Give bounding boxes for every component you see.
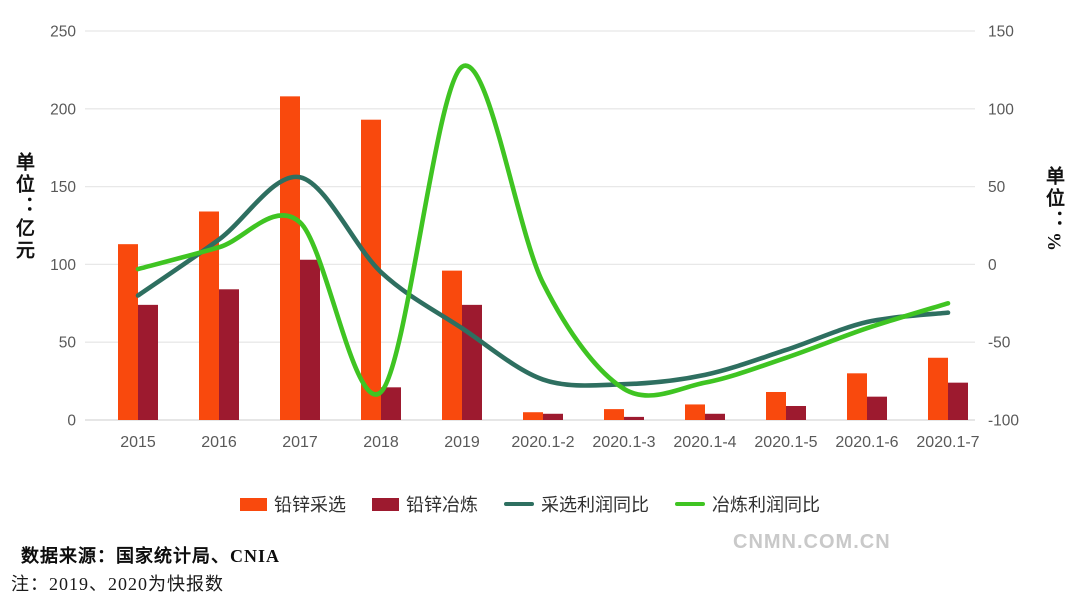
bar-mining-output-bar-2 xyxy=(280,96,300,421)
bar-mining-output-bar-9 xyxy=(847,373,867,420)
legend-item-mining-output-bar: 铅锌采选 xyxy=(240,491,346,517)
right-axis-title: 单位：% xyxy=(1043,166,1064,254)
svg-text:2019: 2019 xyxy=(444,434,480,451)
bar-smelting-output-bar-2 xyxy=(300,259,320,420)
legend-label: 铅锌冶炼 xyxy=(406,495,478,515)
legend-label: 冶炼利润同比 xyxy=(712,495,820,515)
legend-item-smelting-profit-yoy-line: 冶炼利润同比 xyxy=(675,491,820,517)
smelting-profit-yoy-line xyxy=(135,63,951,398)
svg-text:2016: 2016 xyxy=(201,434,237,451)
svg-text:0: 0 xyxy=(67,413,76,430)
svg-text:50: 50 xyxy=(59,335,77,352)
svg-text:2015: 2015 xyxy=(120,434,156,451)
legend-label: 采选利润同比 xyxy=(541,495,649,515)
svg-text:-100: -100 xyxy=(988,413,1019,430)
bar-smelting-output-bar-7 xyxy=(705,413,725,420)
legend-label: 铅锌采选 xyxy=(274,495,346,515)
bar-smelting-output-bar-8 xyxy=(786,405,806,420)
svg-text:50: 50 xyxy=(988,179,1006,196)
mining-profit-yoy-line xyxy=(135,174,951,388)
bar-mining-output-bar-3 xyxy=(361,119,381,420)
svg-text:200: 200 xyxy=(50,101,76,118)
bar-mining-output-bar-4 xyxy=(442,270,462,420)
bar-mining-output-bar-8 xyxy=(766,391,786,420)
bar-smelting-output-bar-10 xyxy=(948,382,968,420)
bar-mining-output-bar-6 xyxy=(604,409,624,420)
legend-item-smelting-output-bar: 铅锌冶炼 xyxy=(372,491,478,517)
data-footnote: 注：2019、2020为快报数 xyxy=(11,574,224,594)
svg-text:2020.1-3: 2020.1-3 xyxy=(592,434,655,451)
right-axis-ticks: -100 -50 0 50 100 150 xyxy=(988,24,1019,430)
legend: 铅锌采选 铅锌冶炼 采选利润同比 冶炼利润同比 xyxy=(0,491,1060,517)
svg-text:-50: -50 xyxy=(988,335,1011,352)
svg-text:2020.1-7: 2020.1-7 xyxy=(916,434,979,451)
svg-text:2018: 2018 xyxy=(363,434,399,451)
svg-text:250: 250 xyxy=(50,24,76,41)
bar-smelting-output-bar-3 xyxy=(381,387,401,420)
data-source-note: 数据来源：国家统计局、CNIA xyxy=(21,546,281,566)
bar-mining-output-bar-10 xyxy=(928,357,948,420)
svg-text:0: 0 xyxy=(988,257,997,274)
line-swatch-mining-profit-yoy-line xyxy=(504,502,534,506)
bar-mining-output-bar-5 xyxy=(523,412,543,420)
svg-text:2017: 2017 xyxy=(282,434,318,451)
bar-mining-output-bar-7 xyxy=(685,404,705,420)
bar-smelting-output-bar-4 xyxy=(462,304,482,420)
svg-text:2020.1-5: 2020.1-5 xyxy=(754,434,817,451)
bar-smelting-output-bar-1 xyxy=(219,289,239,420)
bar-smelting-output-bar-0 xyxy=(138,304,158,420)
svg-text:150: 150 xyxy=(50,179,76,196)
legend-item-mining-profit-yoy-line: 采选利润同比 xyxy=(504,491,649,517)
bar-mining-output-bar-1 xyxy=(199,211,219,420)
bar-swatch-mining-output-bar xyxy=(240,497,267,511)
svg-text:2020.1-6: 2020.1-6 xyxy=(835,434,898,451)
bar-smelting-output-bar-6 xyxy=(624,416,644,420)
bar-swatch-smelting-output-bar xyxy=(372,497,399,511)
watermark: CNMN.COM.CN xyxy=(733,531,891,553)
bar-smelting-output-bar-5 xyxy=(543,413,563,420)
svg-text:100: 100 xyxy=(50,257,76,274)
left-axis-ticks: 0 50 100 150 200 250 xyxy=(50,24,76,430)
x-axis-labels: 2015 2016 2017 2018 2019 2020.1-2 2020.1-3 2020… xyxy=(120,434,979,451)
line-swatch-smelting-profit-yoy-line xyxy=(675,502,705,506)
svg-text:2020.1-2: 2020.1-2 xyxy=(511,434,574,451)
svg-text:150: 150 xyxy=(988,24,1014,41)
bar-smelting-output-bar-9 xyxy=(867,396,887,420)
left-axis-title: 单位：亿元 xyxy=(13,152,34,262)
svg-text:100: 100 xyxy=(988,101,1014,118)
svg-text:2020.1-4: 2020.1-4 xyxy=(673,434,736,451)
smelting-output-bar xyxy=(138,259,968,420)
bar-mining-output-bar-0 xyxy=(118,244,138,420)
